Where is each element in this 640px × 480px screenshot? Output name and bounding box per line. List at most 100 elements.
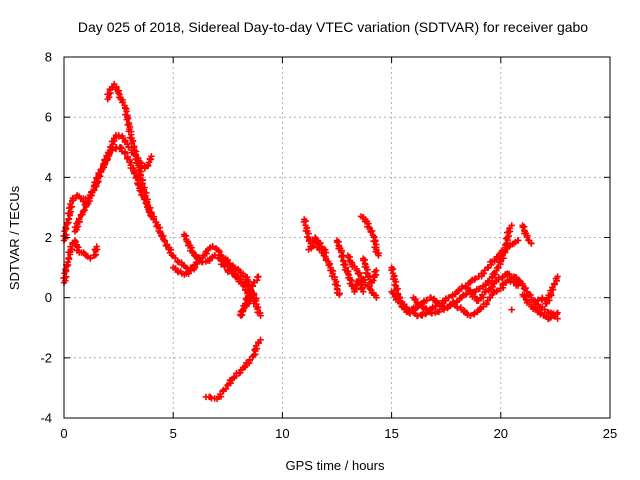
y-tick-label: 2 (45, 230, 52, 245)
series-arc-a (60, 144, 264, 319)
data-point (400, 302, 407, 310)
data-point (92, 183, 99, 191)
data-point (348, 277, 355, 284)
y-tick-label: 6 (45, 110, 52, 125)
data-point (138, 180, 146, 188)
data-point (128, 139, 136, 147)
data-point (300, 218, 308, 226)
y-tick-label: -2 (40, 350, 52, 365)
data-point (221, 263, 228, 270)
series-arc-h (202, 336, 264, 403)
data-point (117, 144, 124, 151)
series-arc-g (222, 255, 262, 319)
series-arc-l (344, 252, 380, 301)
data-point (528, 240, 535, 247)
data-point (246, 356, 253, 363)
data-point (388, 266, 395, 274)
data-point (537, 311, 544, 318)
data-point (554, 315, 561, 322)
chart-title: Day 025 of 2018, Sidereal Day-to-day VTE… (78, 19, 588, 35)
data-point (62, 266, 69, 273)
y-tick-label: 4 (45, 170, 52, 185)
series-arc-e (180, 231, 260, 304)
data-point (75, 215, 83, 222)
data-point (338, 253, 345, 261)
data-point (167, 246, 175, 254)
series-arc-f (170, 264, 199, 278)
data-point (104, 155, 111, 163)
data-point (554, 309, 561, 316)
series-arc-i (300, 216, 343, 298)
y-tick-label: 8 (45, 50, 52, 65)
series-arc-d (104, 80, 157, 223)
data-point (245, 293, 252, 300)
data-point (489, 283, 497, 291)
data-point (468, 290, 475, 297)
data-point (95, 172, 103, 179)
series-arc-v (508, 273, 561, 313)
data-point (123, 116, 130, 123)
data-point (67, 200, 74, 208)
grid-layer (64, 57, 610, 418)
data-point (147, 212, 154, 219)
data-point (150, 216, 157, 223)
y-tick-label: -4 (40, 411, 52, 426)
data-point (541, 306, 548, 313)
data-point (534, 297, 542, 304)
data-point (255, 273, 262, 280)
x-tick-label: 5 (170, 426, 177, 441)
data-point (159, 233, 166, 240)
x-tick-label: 15 (384, 426, 398, 441)
data-point (91, 252, 98, 259)
data-point (211, 252, 219, 259)
tick-layer: 0 5 10 15 20 25 -4 -2 0 2 4 6 8 (40, 50, 617, 442)
data-point (93, 243, 100, 250)
data-point (480, 270, 488, 277)
series-arc-n (360, 255, 380, 286)
data-point (468, 277, 475, 285)
data-point (252, 297, 260, 304)
x-tick-label: 10 (275, 426, 289, 441)
data-point (317, 239, 324, 247)
series-arc-m (357, 213, 382, 259)
data-point (62, 224, 69, 231)
x-axis-label: GPS time / hours (286, 458, 385, 473)
series-arc-j (305, 237, 330, 256)
data-point (445, 294, 452, 301)
data-point (490, 289, 497, 297)
data-point (515, 237, 522, 244)
data-point (459, 292, 466, 300)
data-point (335, 291, 343, 298)
data-point (130, 170, 138, 177)
x-tick-label: 25 (603, 426, 617, 441)
data-layer (60, 80, 561, 403)
data-point (161, 237, 169, 245)
y-axis-label: SDTVAR / TECUs (7, 185, 22, 290)
data-point (121, 150, 129, 157)
data-point (65, 254, 73, 262)
series-arc-r (464, 270, 524, 304)
data-point (391, 293, 399, 300)
data-point (87, 254, 94, 262)
data-point (522, 284, 529, 292)
data-point (508, 306, 515, 313)
data-point (467, 312, 474, 319)
data-point (522, 296, 530, 303)
y-tick-label: 0 (45, 290, 52, 305)
data-point (143, 201, 151, 208)
series-arc-s (519, 222, 535, 247)
data-point (257, 336, 264, 343)
data-point (476, 285, 484, 292)
data-point (322, 249, 330, 256)
data-point (124, 115, 132, 122)
data-point (360, 288, 367, 295)
data-point (123, 108, 130, 115)
data-point (373, 267, 380, 274)
data-point (192, 251, 200, 259)
data-point (257, 312, 264, 319)
data-point (372, 238, 379, 245)
data-point (375, 252, 382, 259)
data-point (493, 287, 501, 294)
